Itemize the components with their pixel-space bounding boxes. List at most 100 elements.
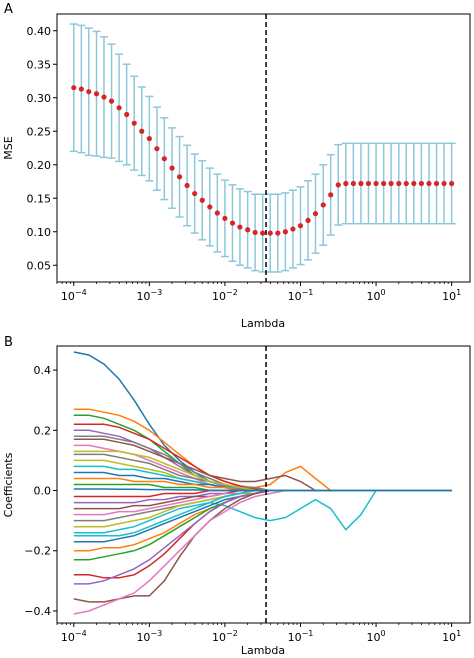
mse-point [108, 98, 115, 104]
mse-point [403, 180, 409, 187]
mse-point [343, 180, 349, 187]
mse-point [260, 230, 266, 236]
y-tick-label: 0.20 [27, 159, 52, 172]
coefficients-panel: −0.4 −0.2 0.0 0.2 0.4 10−4 10−3 10−2 10−1 100 101… [2, 345, 471, 657]
mse-point [328, 192, 334, 198]
coef-x-axis: 10−4 10−3 10−2 10−1 100 101 [56, 623, 461, 644]
mse-point [192, 190, 198, 197]
mse-point [411, 180, 417, 187]
mse-point [358, 180, 364, 187]
mse-point [282, 229, 288, 235]
mse-point [396, 180, 402, 187]
coef-series [73, 351, 452, 615]
mse-point [305, 217, 311, 223]
mse-point [237, 224, 243, 230]
x-tick-label: 10−3 [136, 288, 162, 303]
mse-x-label: Lambda [241, 317, 285, 330]
y-tick-label: −0.4 [24, 605, 51, 618]
x-tick-label: 10−1 [288, 629, 314, 644]
mse-point [373, 180, 379, 187]
mse-point [350, 180, 356, 187]
mse-point [139, 128, 145, 134]
mse-point [365, 180, 372, 187]
coefficient-path [73, 408, 452, 492]
mse-point [267, 230, 273, 236]
mse-point [222, 215, 228, 221]
mse-point [169, 165, 175, 171]
mse-point [124, 111, 130, 118]
mse-point [297, 223, 304, 229]
y-tick-label: 0.35 [27, 58, 52, 71]
mse-point [184, 182, 190, 189]
coef-plot-frame [56, 345, 471, 624]
x-tick-label: 10−1 [288, 288, 314, 303]
y-tick-label: 0.10 [27, 226, 52, 239]
mse-plot-frame [56, 13, 471, 283]
coefficient-path [73, 489, 452, 561]
panel-b-label: B [4, 335, 13, 350]
mse-point [388, 180, 394, 187]
mse-point [381, 180, 387, 187]
coefficient-path [73, 489, 452, 510]
coefficient-path [73, 465, 452, 492]
mse-point [290, 226, 296, 232]
coef-y-axis: −0.4 −0.2 0.0 0.2 0.4 [24, 364, 57, 618]
mse-point [146, 136, 152, 142]
mse-point [229, 220, 236, 226]
x-tick-label: 10−2 [212, 288, 238, 303]
mse-panel: 0.050.100.150.200.250.300.350.40 10−4 10−… [2, 13, 471, 330]
coefficient-path [73, 444, 452, 492]
mse-point [116, 105, 122, 111]
coef-x-label: Lambda [241, 644, 285, 657]
mse-point [199, 197, 205, 203]
mse-y-label: MSE [2, 136, 15, 159]
mse-point [161, 156, 167, 162]
mse-series [69, 23, 456, 273]
mse-point [441, 180, 447, 187]
mse-point [154, 146, 160, 152]
x-tick-label: 100 [367, 288, 386, 303]
mse-point [131, 120, 137, 126]
mse-point [71, 85, 77, 91]
x-tick-label: 10−3 [136, 629, 162, 644]
mse-point [245, 227, 251, 233]
y-tick-label: 0.05 [27, 259, 52, 272]
coefficient-path [73, 488, 452, 492]
y-tick-label: 0.15 [27, 192, 52, 205]
x-tick-label: 10−2 [212, 629, 238, 644]
mse-point [433, 180, 440, 187]
mse-point [449, 180, 455, 187]
mse-point [335, 182, 341, 188]
mse-point [207, 204, 213, 210]
y-tick-label: 0.30 [27, 92, 52, 105]
x-tick-label: 101 [442, 629, 461, 644]
y-tick-label: 0.25 [27, 125, 52, 138]
coefficient-path [73, 489, 452, 537]
mse-point [252, 229, 258, 236]
coefficient-path [73, 489, 452, 615]
mse-y-axis: 0.05 0.10 0.15 0.20 0.25 0.30 0.35 0.40 [27, 25, 57, 272]
y-tick-label: −0.2 [24, 545, 51, 558]
mse-point [78, 86, 84, 92]
mse-point [101, 94, 107, 100]
coef-y-label: Coefficients [2, 452, 15, 517]
mse-point [176, 174, 183, 180]
x-tick-label: 101 [442, 288, 461, 303]
x-tick-label: 10−4 [61, 288, 87, 303]
mse-point [86, 89, 92, 95]
y-tick-label: 0.4 [34, 364, 52, 377]
mse-point [275, 230, 281, 236]
x-tick-label: 10−4 [61, 629, 87, 644]
mse-point [93, 91, 100, 97]
mse-point [214, 210, 220, 216]
mse-x-axis: 10−4 10−3 10−2 10−1 100 101 [56, 282, 461, 303]
y-tick-label: 0.0 [34, 485, 52, 498]
panel-a-label: A [4, 2, 13, 17]
mse-point [320, 202, 326, 208]
mse-point [426, 180, 432, 187]
mse-point [312, 211, 319, 217]
y-tick-label: 0.40 [27, 25, 52, 38]
mse-point [418, 180, 424, 187]
y-tick-label: 0.2 [34, 424, 52, 437]
